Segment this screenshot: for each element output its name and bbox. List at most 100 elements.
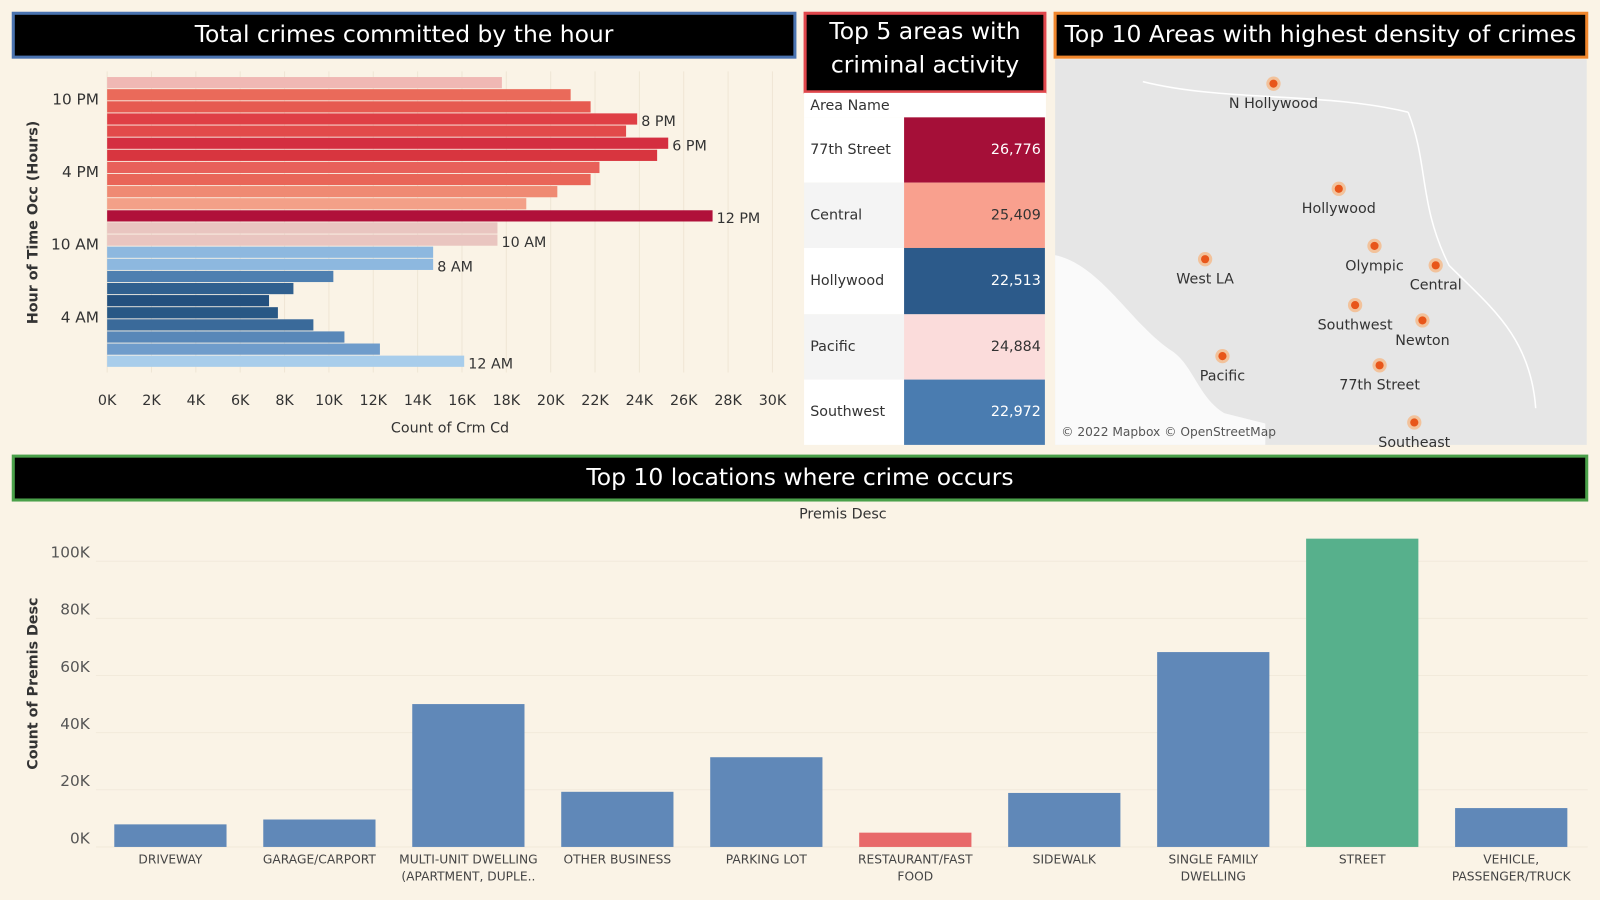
table-value: 22,972 (991, 404, 1041, 420)
x-tick-label: 14K (404, 393, 432, 409)
bar (107, 246, 434, 258)
y-tick-label: 20K (60, 772, 90, 790)
x-tick-label-box: SINGLE FAMILY DWELLING (1168, 852, 1258, 884)
x-tick-label: 20K (537, 393, 565, 409)
bar (107, 173, 591, 186)
bar (107, 89, 571, 101)
ocean (1055, 255, 1266, 445)
x-tick-label: 16K (448, 393, 476, 409)
x-tick-label-box: DRIVEWAY (138, 852, 203, 867)
map-marker (1418, 316, 1427, 325)
y-axis-title: Hour of Time Occ (Hours) (26, 121, 42, 324)
y-tick-label: 10 PM (52, 90, 99, 108)
map-marker (1370, 241, 1379, 250)
bar-label: 6 PM (672, 138, 707, 154)
map-label: Central (1410, 278, 1462, 294)
bar-label: 12 AM (468, 356, 513, 372)
y-tick-label: 60K (60, 658, 90, 676)
x-tick-label: SIDEWALK (1032, 852, 1096, 867)
bar (1008, 792, 1121, 847)
road (1142, 80, 1537, 409)
x-tick-label-box: GARAGE/CARPORT (262, 852, 376, 867)
map-marker (1201, 255, 1210, 264)
bar-label: 10 AM (502, 235, 547, 251)
table-row (804, 314, 905, 380)
bar (107, 355, 465, 367)
x-tick-label: MULTI-UNIT DWELLING (APARTMENT, DUPLE.. (399, 852, 538, 884)
bar (412, 704, 525, 847)
map-marker (1431, 261, 1440, 270)
chart-title: Top 10 locations where crime occurs (585, 463, 1013, 491)
y-tick-label: 4 PM (62, 163, 99, 181)
bar (107, 282, 294, 295)
map-label: Hollywood (1302, 201, 1376, 217)
bar (107, 258, 434, 270)
x-tick-label-box: PARKING LOT (725, 852, 807, 867)
bar (107, 125, 627, 137)
table-area-name: Central (810, 207, 862, 223)
bar (1306, 538, 1419, 847)
map-label: West LA (1176, 272, 1234, 288)
x-tick-label: 30K (759, 393, 787, 409)
y-tick-label: 100K (51, 544, 91, 562)
bar (1455, 808, 1568, 847)
bar (114, 824, 227, 847)
chart-title: Total crimes committed by the hour (194, 20, 614, 48)
table-area-name: Hollywood (810, 273, 884, 289)
y-tick-label: 0K (70, 829, 91, 847)
map-label: Olympic (1345, 258, 1403, 274)
bar (107, 101, 591, 113)
x-tick-label: VEHICLE, PASSENGER/TRUCK (1451, 852, 1571, 884)
bar-label: 12 PM (717, 211, 761, 227)
bar (107, 210, 713, 222)
map-label: 77th Street (1339, 378, 1420, 394)
x-tick-label-box: OTHER BUSINESS (563, 852, 672, 867)
map-label: Newton (1395, 333, 1449, 349)
table-header (804, 92, 1046, 118)
map-marker (1218, 352, 1227, 361)
y-tick-label: 80K (60, 601, 90, 619)
x-tick-label: PARKING LOT (725, 852, 807, 867)
map-label: Southeast (1378, 435, 1450, 451)
map-label: N Hollywood (1229, 96, 1318, 112)
bar (107, 307, 278, 319)
x-tick-label-box: MULTI-UNIT DWELLING (APARTMENT, DUPLE.. (399, 852, 538, 884)
x-tick-label: 4K (187, 393, 206, 409)
bar (107, 331, 345, 343)
x-tick-label: 2K (142, 393, 161, 409)
x-tick-label: 18K (493, 393, 521, 409)
x-tick-label: DRIVEWAY (138, 852, 203, 867)
x-tick-label: OTHER BUSINESS (563, 852, 672, 867)
bar (107, 270, 334, 283)
x-tick-label-box: RESTAURANT/FAST FOOD (858, 852, 973, 884)
table-row (804, 117, 905, 183)
y-tick-label: 40K (60, 715, 90, 733)
x-tick-label: 28K (714, 393, 742, 409)
bar (107, 161, 600, 174)
table-area-name: Southwest (810, 404, 885, 420)
x-tick-label-box: VEHICLE, PASSENGER/TRUCK (1451, 852, 1571, 884)
x-axis-title: Premis Desc (799, 506, 887, 522)
table-cell-color (904, 182, 1045, 248)
table-value: 25,409 (991, 207, 1041, 223)
bar (107, 343, 380, 355)
x-tick-label-box: STREET (1339, 852, 1386, 866)
title-bar (803, 11, 1047, 94)
map-marker (1334, 184, 1343, 193)
x-axis-title: Count of Crm Cd (391, 421, 509, 437)
map-label: Southwest (1318, 318, 1393, 334)
y-tick-label: 4 AM (61, 308, 99, 326)
x-tick-label: 12K (360, 393, 388, 409)
table-header-label: Area Name (810, 98, 890, 114)
x-tick-label: GARAGE/CARPORT (262, 852, 376, 867)
bar (710, 757, 823, 847)
bar-label: 8 PM (641, 114, 676, 130)
x-tick-label: 24K (626, 393, 654, 409)
bar (1157, 652, 1270, 847)
bar (107, 77, 502, 89)
y-axis-title: Count of Premis Desc (26, 598, 42, 770)
x-tick-label: 10K (315, 393, 343, 409)
table-value: 22,513 (991, 273, 1041, 289)
